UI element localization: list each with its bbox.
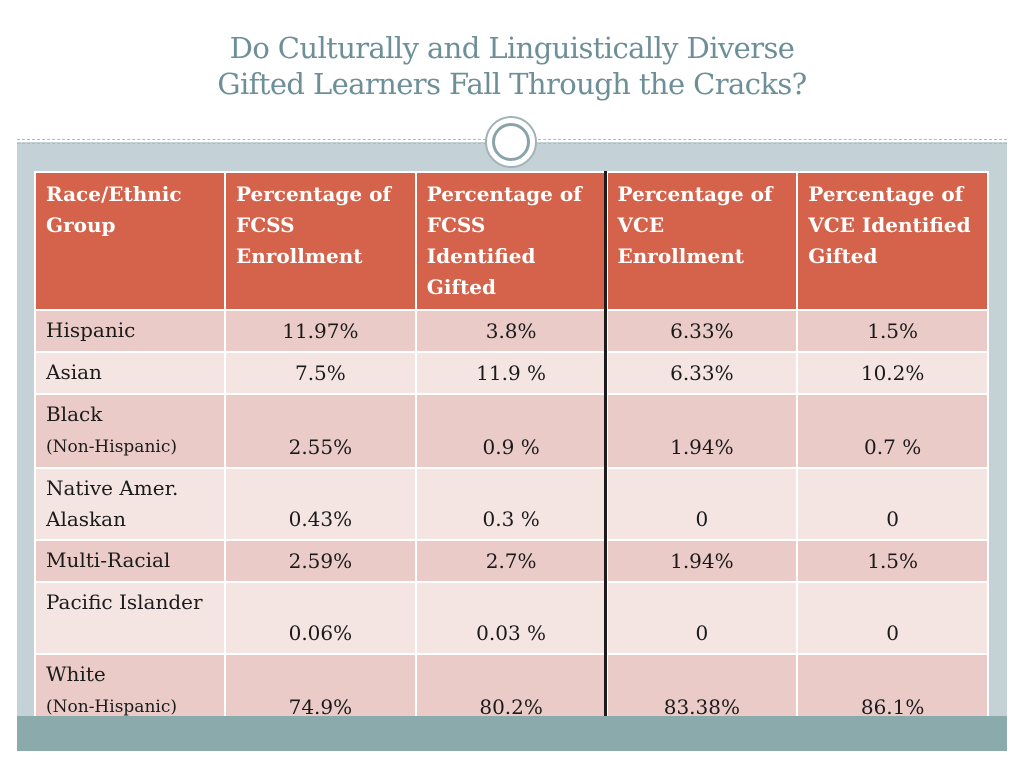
table-cell: 0 [796,581,989,655]
row-label: Asian [34,351,226,395]
table-row: Asian 7.5% 11.9 % 6.33% 10.2% [34,351,989,395]
table-cell: 0.3 % [414,467,608,541]
title-line-2: Gifted Learners Fall Through the Cracks? [217,67,807,101]
table-cell: 7.5% [224,351,417,395]
table-cell: 1.94% [605,393,799,469]
table-cell: 1.5% [796,539,989,583]
row-label: Hispanic [34,309,226,353]
table-cell: 6.33% [605,351,799,395]
table-cell: 3.8% [414,309,608,353]
title-line-1: Do Culturally and Linguistically Diverse [229,31,795,65]
header-fcss-enrollment: Percentage of FCSS Enrollment [224,171,417,311]
table-cell: 0.03 % [414,581,608,655]
row-label: Native Amer. Alaskan [34,467,226,541]
row-label: Pacific Islander [34,581,226,655]
table-cell: 80.2% [414,653,608,729]
table-row: Black (Non-Hispanic) 2.55% 0.9 % 1.94% 0.… [34,393,989,469]
row-label-text: Hispanic [46,318,136,342]
row-label-text: Asian [46,360,102,384]
row-label-text: Black [46,402,103,426]
table-cell: 2.55% [224,393,417,469]
row-label: Multi-Racial [34,539,226,583]
table-cell: 1.5% [796,309,989,353]
header-fcss-gifted: Percentage of FCSS Identified Gifted [414,171,608,311]
row-sublabel: (Non-Hispanic) [46,697,177,717]
table-cell: 0.43% [224,467,417,541]
row-sublabel: (Non-Hispanic) [46,437,177,457]
row-label-text: Pacific Islander [46,590,203,614]
header-vce-enrollment: Percentage of VCE Enrollment [605,171,799,311]
table-cell: 11.97% [224,309,417,353]
header-vce-gifted: Percentage of VCE Identified Gifted [796,171,989,311]
table-cell: 6.33% [605,309,799,353]
table-cell: 0 [796,467,989,541]
table-cell: 2.59% [224,539,417,583]
row-label-text: White [46,662,106,686]
table-row: Native Amer. Alaskan 0.43% 0.3 % 0 0 [34,467,989,541]
table-cell: 1.94% [605,539,799,583]
table-cell: 0.06% [224,581,417,655]
table-row: Pacific Islander 0.06% 0.03 % 0 0 [34,581,989,655]
slide-title: Do Culturally and Linguistically Diverse… [17,30,1007,102]
table-cell: 0 [605,467,799,541]
bottom-band [17,716,1007,751]
table-cell: 2.7% [414,539,608,583]
row-label-text: Native Amer. Alaskan [46,476,179,531]
table-cell: 0.9 % [414,393,608,469]
table-cell: 0.7 % [796,393,989,469]
enrollment-table: Race/Ethnic Group Percentage of FCSS Enr… [34,171,989,729]
table-row: Hispanic 11.97% 3.8% 6.33% 1.5% [34,309,989,353]
table-cell: 11.9 % [414,351,608,395]
row-label-text: Multi-Racial [46,548,171,572]
header-row: Race/Ethnic Group Percentage of FCSS Enr… [34,171,989,311]
table-cell: 10.2% [796,351,989,395]
table-cell: 0 [605,581,799,655]
column-separator-line [604,171,607,717]
circle-ornament [485,116,537,168]
row-label: Black (Non-Hispanic) [34,393,226,469]
table-row: Multi-Racial 2.59% 2.7% 1.94% 1.5% [34,539,989,583]
header-race-ethnic-group: Race/Ethnic Group [34,171,226,311]
